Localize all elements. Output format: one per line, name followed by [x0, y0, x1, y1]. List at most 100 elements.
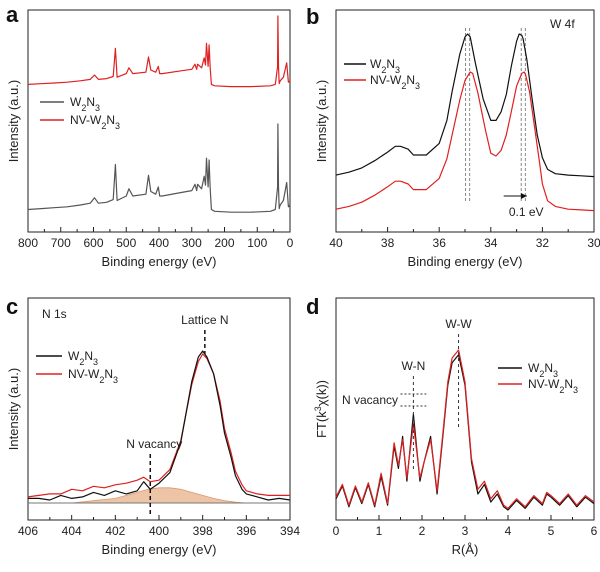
formula-glyph: N: [544, 361, 553, 375]
lattice-n-annotation: Lattice N: [181, 313, 228, 327]
formula-glyph: N: [528, 377, 537, 391]
x-tick-label: 30: [587, 236, 600, 250]
panel-label-a: a: [6, 2, 19, 27]
formula-glyph: 2: [381, 65, 386, 75]
formula-glyph: -: [84, 367, 88, 381]
plot-frame: [335, 9, 595, 233]
x-tick-label: 402: [105, 524, 125, 538]
formula-glyph: W: [68, 349, 80, 363]
legend-label-w2n3: W2N3: [68, 349, 98, 367]
formula-glyph: N: [68, 367, 77, 381]
x-tick-label: 1: [376, 524, 383, 538]
formula-glyph: N: [86, 95, 95, 109]
x-tick-label: 400: [149, 236, 169, 250]
panel-title: W 4f: [550, 17, 575, 31]
legend-label-nv: NV-W2N3: [370, 73, 420, 91]
series-nv-w2n3-line: [335, 349, 595, 509]
formula-glyph: 2: [99, 375, 104, 385]
x-tick-label: 400: [149, 524, 169, 538]
formula-glyph: 2: [79, 357, 84, 367]
formula-glyph: 2: [539, 369, 544, 379]
x-tick-label: 40: [329, 236, 343, 250]
n-vacancy-fit-area: [71, 487, 247, 504]
x-tick-label: 36: [433, 236, 447, 250]
x-tick-label: 600: [83, 236, 103, 250]
shift-arrow-head: [520, 193, 527, 199]
formula-glyph: -: [386, 73, 390, 87]
formula-glyph: 3: [113, 375, 118, 385]
formula-glyph: 3: [115, 121, 120, 131]
legend-label-w2n3: W2N3: [70, 95, 100, 113]
y-label-part: 3: [313, 406, 323, 411]
formula-glyph: W: [390, 73, 402, 87]
legend-label-nv: NV-W2N3: [70, 113, 120, 131]
panel-a-chart: 800 700 600 500 400 300 200 100 0 Binding energy …: [6, 9, 294, 269]
x-tick-label: 406: [18, 524, 38, 538]
legend-label-nv: NV-W2N3: [528, 377, 578, 395]
formula-glyph: 3: [93, 357, 98, 367]
x-tick-label: 100: [247, 236, 267, 250]
x-axis-label: R(Å): [452, 542, 479, 557]
x-tick-label: 394: [280, 524, 300, 538]
x-tick-label: 200: [214, 236, 234, 250]
formula-glyph: N: [70, 113, 79, 127]
formula-glyph: N: [406, 73, 415, 87]
series-nv-w2n3-line: [27, 15, 291, 88]
formula-glyph: W: [90, 113, 102, 127]
formula-glyph: V: [79, 113, 87, 127]
panel-title: N 1s: [42, 307, 67, 321]
series-w2n3-line: [27, 123, 291, 213]
shift-annotation: 0.1 eV: [509, 205, 544, 219]
formula-glyph: 3: [395, 65, 400, 75]
w-w-annotation: W-W: [445, 317, 472, 331]
y-label-part: FT(k: [314, 411, 329, 438]
x-tick-label: 396: [236, 524, 256, 538]
panel-c-chart: 406 404 402 400 398 396 394 Binding energy (eV)…: [6, 297, 300, 557]
formula-glyph: -: [86, 113, 90, 127]
x-tick-label: 0: [287, 236, 294, 250]
x-tick-label: 398: [193, 524, 213, 538]
y-axis-label: Intensity (a.u.): [6, 80, 21, 162]
n-vacancy-annotation: N vacancy: [126, 437, 182, 451]
x-tick-label: 38: [381, 236, 395, 250]
formula-glyph: W: [370, 57, 382, 71]
formula-glyph: N: [84, 349, 93, 363]
formula-glyph: N: [564, 377, 573, 391]
formula-glyph: V: [379, 73, 387, 87]
formula-glyph: 2: [401, 81, 406, 91]
formula-glyph: W: [70, 95, 82, 109]
x-tick-label: 2: [419, 524, 426, 538]
n-vacancy-annotation: N vacancy: [342, 393, 398, 407]
formula-glyph: -: [544, 377, 548, 391]
w-n-annotation: W-N: [402, 359, 426, 373]
x-axis-label: Binding energy (eV): [102, 542, 217, 557]
x-tick-label: 700: [51, 236, 71, 250]
formula-glyph: W: [528, 361, 540, 375]
panel-label-d: d: [306, 294, 319, 319]
panel-label-c: c: [6, 294, 18, 319]
series-w2n3-line: [28, 350, 291, 501]
y-axis-label: Intensity (a.u.): [314, 80, 329, 162]
legend-label-w2n3: W2N3: [528, 361, 558, 379]
formula-glyph: W: [88, 367, 100, 381]
plot-frame: [27, 297, 291, 521]
formula-glyph: 3: [415, 81, 420, 91]
formula-glyph: 3: [553, 369, 558, 379]
formula-glyph: 3: [95, 103, 100, 113]
x-tick-label: 404: [62, 524, 82, 538]
formula-glyph: 2: [81, 103, 86, 113]
series-nv-w2n3-line: [335, 71, 595, 212]
x-tick-label: 3: [462, 524, 469, 538]
formula-glyph: N: [104, 367, 113, 381]
y-label-part: χ(k)): [314, 380, 329, 406]
x-tick-label: 5: [548, 524, 555, 538]
x-axis-label: Binding energy (eV): [408, 254, 523, 269]
formula-glyph: N: [106, 113, 115, 127]
x-tick-label: 800: [18, 236, 38, 250]
y-axis-label: FT(k3χ(k)): [313, 380, 329, 438]
formula-glyph: N: [370, 73, 379, 87]
x-tick-label: 32: [536, 236, 550, 250]
x-tick-label: 300: [182, 236, 202, 250]
legend-label-nv: NV-W2N3: [68, 367, 118, 385]
